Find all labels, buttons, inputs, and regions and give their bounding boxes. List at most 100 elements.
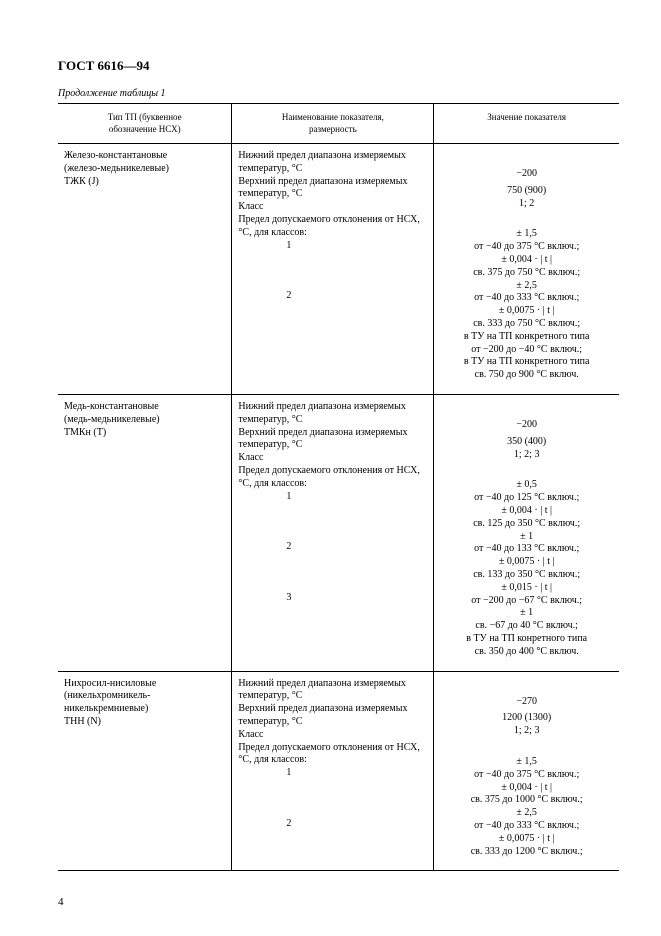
cell-value: −200 750 (900)1; 2 ± 1,5от −40 до 375 °С в… — [434, 144, 619, 395]
document-title: ГОСТ 6616—94 — [58, 58, 619, 74]
value-line: от −200 до −67 °С включ.; — [440, 595, 613, 608]
value-line: ± 2,5 — [440, 280, 613, 293]
spacer — [440, 401, 613, 419]
header-col-type: Тип ТП (буквенноеобозначение НСХ) — [58, 104, 232, 144]
value-line: 750 (900) — [440, 185, 613, 198]
value-line: св. 350 до 400 °С включ. — [440, 646, 613, 659]
value-line: ± 2,5 — [440, 807, 613, 820]
value-line: ± 1,5 — [440, 228, 613, 241]
cell-param: Нижний предел диапазона измеряемых темпе… — [232, 144, 434, 395]
value-line: 1; 2 — [440, 198, 613, 211]
type-line: Медь-константановые — [64, 401, 225, 414]
table-row: Нихросил-нисиловые(никельхромникель-нике… — [58, 671, 619, 871]
spacer — [238, 252, 427, 290]
value-line: от −200 до −40 °С включ.; — [440, 344, 613, 357]
value-line: от −40 до 375 °С включ.; — [440, 241, 613, 254]
param-line: Верхний предел диапазона измеряемых темп… — [238, 703, 427, 729]
value-line: ± 1,5 — [440, 756, 613, 769]
param-line: Класс — [238, 729, 427, 742]
value-line: ± 0,5 — [440, 479, 613, 492]
type-line: (никельхромникель- — [64, 690, 225, 703]
value-line: 1; 2; 3 — [440, 725, 613, 738]
value-line: −200 — [440, 419, 613, 432]
class-number: 3 — [238, 592, 427, 605]
value-line: от −40 до 133 °С включ.; — [440, 543, 613, 556]
class-number: 1 — [238, 767, 427, 780]
value-line: св. 750 до 900 °С включ. — [440, 369, 613, 382]
value-line: 350 (400) — [440, 436, 613, 449]
value-line: в ТУ на ТП конкретного типа — [440, 356, 613, 369]
page-number: 4 — [58, 896, 64, 908]
param-line: Верхний предел диапазона измеряемых темп… — [238, 427, 427, 453]
param-line: Предел допускаемого отклонения от НСХ, °… — [238, 465, 427, 491]
param-line: Нижний предел диапазона измеряемых темпе… — [238, 678, 427, 704]
cell-value: −200 350 (400)1; 2; 3 ± 0,5от −40 до 125 °… — [434, 394, 619, 671]
value-line: св. 375 до 750 °С включ.; — [440, 267, 613, 280]
value-line: 1200 (1300) — [440, 712, 613, 725]
value-line: −200 — [440, 168, 613, 181]
value-line: ± 0,0075 · | t | — [440, 305, 613, 318]
cell-type: Нихросил-нисиловые(никельхромникель-нике… — [58, 671, 232, 871]
value-line: ± 0,0075 · | t | — [440, 556, 613, 569]
spacer — [440, 738, 613, 756]
type-line: Железо-константановые — [64, 150, 225, 163]
cell-type: Железо-константановые(железо-медьникелев… — [58, 144, 232, 395]
spacer — [238, 780, 427, 818]
value-line: от −40 до 333 °С включ.; — [440, 292, 613, 305]
type-line: ТЖК (J) — [64, 176, 225, 189]
class-number: 1 — [238, 240, 427, 253]
value-line: ± 0,0075 · | t | — [440, 833, 613, 846]
param-line: Предел допускаемого отклонения от НСХ, °… — [238, 214, 427, 240]
cell-value: −270 1200 (1300)1; 2; 3 ± 1,5от −40 до 375… — [434, 671, 619, 871]
value-line: 1; 2; 3 — [440, 449, 613, 462]
param-line: Предел допускаемого отклонения от НСХ, °… — [238, 742, 427, 768]
value-line: от −40 до 333 °С включ.; — [440, 820, 613, 833]
value-line: ± 0,004 · | t | — [440, 254, 613, 267]
type-line: ТНН (N) — [64, 716, 225, 729]
class-number: 2 — [238, 290, 427, 303]
spacer — [440, 678, 613, 696]
class-number: 2 — [238, 541, 427, 554]
value-line: св. 333 до 750 °С включ.; — [440, 318, 613, 331]
spec-table: Тип ТП (буквенноеобозначение НСХ) Наимен… — [58, 103, 619, 871]
type-line: ТМКн (Т) — [64, 427, 225, 440]
spacer — [238, 503, 427, 541]
table-caption: Продолжение таблицы 1 — [58, 88, 619, 99]
table-row: Медь-константановые(медь-медьникелевые)Т… — [58, 394, 619, 671]
value-line: ± 0,004 · | t | — [440, 505, 613, 518]
spacer — [440, 461, 613, 479]
spacer — [440, 150, 613, 168]
value-line: ± 1 — [440, 607, 613, 620]
param-line: Класс — [238, 452, 427, 465]
type-line: (медь-медьникелевые) — [64, 414, 225, 427]
param-line: Нижний предел диапазона измеряемых темпе… — [238, 401, 427, 427]
value-line: от −40 до 375 °С включ.; — [440, 769, 613, 782]
value-line: св. 375 до 1000 °С включ.; — [440, 794, 613, 807]
spacer — [440, 210, 613, 228]
class-number: 1 — [238, 491, 427, 504]
param-line: Класс — [238, 201, 427, 214]
value-line: св. 133 до 350 °С включ.; — [440, 569, 613, 582]
value-line: в ТУ на ТП конкретного типа — [440, 331, 613, 344]
table-row: Железо-константановые(железо-медьникелев… — [58, 144, 619, 395]
cell-param: Нижний предел диапазона измеряемых темпе… — [232, 671, 434, 871]
table-header-row: Тип ТП (буквенноеобозначение НСХ) Наимен… — [58, 104, 619, 144]
cell-type: Медь-константановые(медь-медьникелевые)Т… — [58, 394, 232, 671]
param-line: Верхний предел диапазона измеряемых темп… — [238, 176, 427, 202]
cell-param: Нижний предел диапазона измеряемых темпе… — [232, 394, 434, 671]
value-line: ± 1 — [440, 531, 613, 544]
type-line: никелькремниевые) — [64, 703, 225, 716]
header-col-value: Значение показателя — [434, 104, 619, 144]
spacer — [238, 554, 427, 592]
value-line: св. −67 до 40 °С включ.; — [440, 620, 613, 633]
value-line: св. 125 до 350 °С включ.; — [440, 518, 613, 531]
value-line: от −40 до 125 °С включ.; — [440, 492, 613, 505]
header-col-param: Наименование показателя,размерность — [232, 104, 434, 144]
value-line: ± 0,015 · | t | — [440, 582, 613, 595]
page: ГОСТ 6616—94 Продолжение таблицы 1 Тип Т… — [0, 0, 661, 936]
value-line: в ТУ на ТП конретного типа — [440, 633, 613, 646]
value-line: ± 0,004 · | t | — [440, 782, 613, 795]
type-line: (железо-медьникелевые) — [64, 163, 225, 176]
value-line: −270 — [440, 696, 613, 709]
param-line: Нижний предел диапазона измеряемых темпе… — [238, 150, 427, 176]
